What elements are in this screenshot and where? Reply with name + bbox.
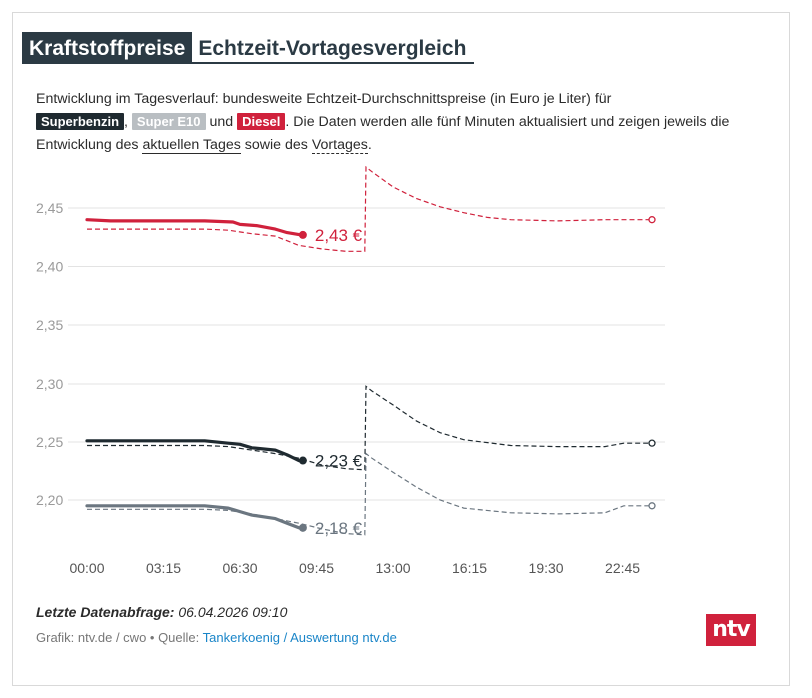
desc-sep: , (124, 114, 128, 130)
series-diesel-yesterday-end-point (648, 216, 656, 224)
series-diesel-today-end-point (298, 230, 307, 239)
desc-end: . (367, 137, 372, 153)
y-tick-label: 2,35 (36, 317, 63, 333)
last-query: Letzte Datenabfrage: 06.04.2026 09:10 (36, 604, 287, 620)
tag-e10: Super E10 (131, 113, 206, 130)
desc-and: und (209, 114, 234, 130)
x-tick-label: 09:45 (299, 560, 334, 576)
series-superbenzin-yesterday-line (87, 385, 652, 471)
source-link[interactable]: Tankerkoenig / Auswertung ntv.de (202, 630, 397, 645)
y-tick-label: 2,20 (36, 492, 63, 508)
chart-title: Kraftstoffpreise Echtzeit-Vortagesvergle… (22, 32, 475, 64)
tag-diesel: Diesel (237, 113, 286, 130)
link-aktueller-tag[interactable]: aktuellen Tages (142, 137, 241, 154)
title-secondary: Echtzeit-Vortagesvergleich (192, 32, 475, 64)
last-query-value: 06.04.2026 09:10 (178, 604, 288, 620)
series-diesel-yesterday-line (87, 165, 652, 252)
desc-rest: . Die Daten werden alle fünf Minuten akt… (36, 114, 730, 153)
series-superbenzin-today-end-point (298, 456, 307, 465)
series-superbenzin-value-label: 2,23 € (315, 452, 363, 471)
title-primary: Kraftstoffpreise (22, 32, 193, 64)
credits: Grafik: ntv.de / cwo • Quelle: Tankerkoe… (36, 630, 397, 645)
tag-superbenzin: Superbenzin (36, 113, 125, 130)
link-vortag[interactable]: Vortages (311, 137, 368, 154)
line-chart: 2,20 2,25 2,30 2,35 2,40 2,45 00:00 03:15 06:30 0… (36, 165, 665, 576)
series-diesel-today-line (85, 218, 305, 237)
series-e10-today-end-point (298, 523, 307, 532)
y-tick-label: 2,45 (36, 200, 63, 216)
last-query-label: Letzte Datenabfrage: (36, 604, 175, 620)
series-e10-yesterday-end-point (648, 502, 656, 510)
x-tick-label: 13:00 (376, 560, 411, 576)
series-diesel-value-label: 2,43 € (315, 226, 363, 245)
desc-intro: Entwicklung im Tagesverlauf: bundesweite… (36, 91, 612, 107)
series-e10-today-line (85, 504, 305, 530)
y-tick-label: 2,25 (36, 434, 63, 450)
desc-sowie: sowie des (244, 137, 308, 153)
series-e10-value-label: 2,18 € (315, 519, 363, 538)
chart-description: Entwicklung im Tagesverlauf: bundesweite… (36, 88, 756, 157)
series-e10-yesterday-line (87, 452, 652, 536)
x-tick-label: 16:15 (452, 560, 487, 576)
x-tick-label: 03:15 (146, 560, 181, 576)
x-tick-label: 22:45 (605, 560, 640, 576)
x-tick-label: 06:30 (222, 560, 257, 576)
x-tick-label: 19:30 (529, 560, 564, 576)
series-superbenzin-yesterday-end-point (648, 439, 656, 447)
y-tick-label: 2,30 (36, 376, 63, 392)
x-tick-label: 00:00 (69, 560, 104, 576)
ntv-logo: ntv (706, 614, 756, 646)
credit-prefix: Grafik: ntv.de / cwo • Quelle: (36, 630, 200, 645)
y-tick-label: 2,40 (36, 259, 63, 275)
series-superbenzin-today-line (85, 439, 305, 463)
